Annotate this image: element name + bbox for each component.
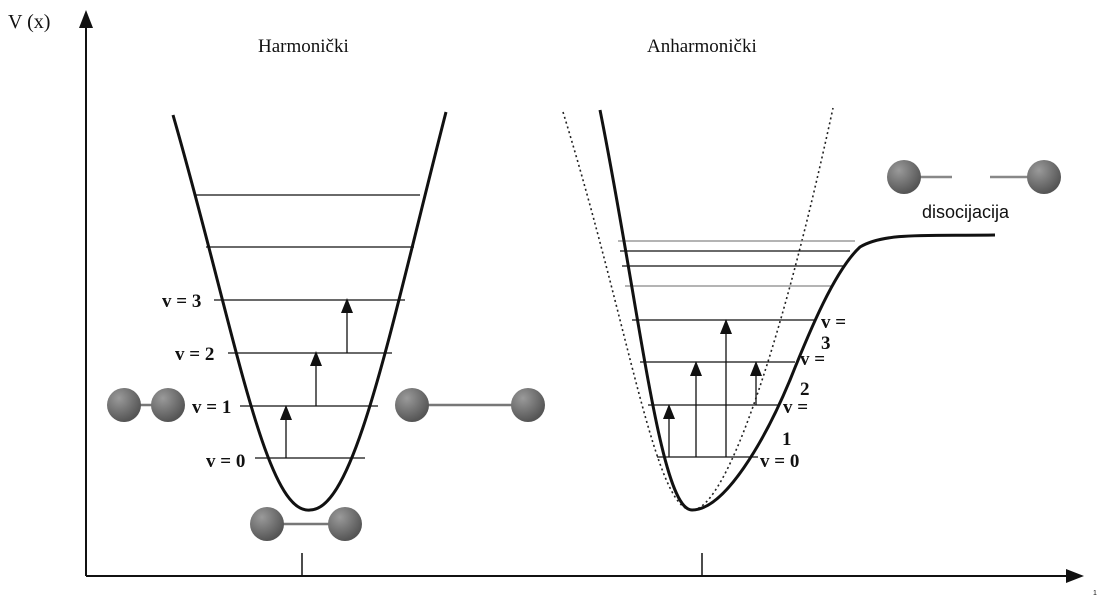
harmonic-level-label: v = 3 bbox=[162, 291, 202, 312]
anharmonic-level-label: v = bbox=[783, 397, 809, 418]
anharmonic-transition-arrow bbox=[750, 361, 762, 405]
corner-mark: 1 bbox=[1093, 590, 1097, 597]
harmonic-transition-arrow bbox=[310, 351, 322, 406]
anharmonic-potential-curve bbox=[598, 109, 996, 512]
molecule-compressed bbox=[107, 388, 185, 422]
y-axis-arrowhead bbox=[79, 10, 93, 28]
x-axis-arrowhead bbox=[1066, 569, 1084, 583]
harmonic-level-label: v = 2 bbox=[175, 344, 215, 365]
harmonic-level-label: v = 0 bbox=[206, 451, 246, 472]
molecule-dissociated bbox=[887, 160, 1061, 194]
anharmonic-transition-arrow bbox=[690, 361, 702, 457]
molecule-stretched bbox=[395, 388, 545, 422]
harmonic-title: Harmonički bbox=[258, 36, 349, 57]
harmonic-transition-arrow bbox=[280, 405, 292, 458]
dissociation-label: disocijacija bbox=[922, 202, 1010, 222]
harmonic-transition-arrow bbox=[341, 298, 353, 353]
anharmonic-title: Anharmonički bbox=[647, 36, 757, 57]
anharmonic-level-label: 3 bbox=[821, 333, 831, 354]
y-axis-label: V (x) bbox=[8, 11, 51, 33]
anharmonic-level-label: v = bbox=[800, 349, 826, 370]
anharmonic-level-label: 1 bbox=[782, 429, 792, 450]
harmonic-level-label: v = 1 bbox=[192, 397, 232, 418]
anharmonic-transition-arrow bbox=[663, 404, 675, 457]
anharmonic-level-label: 2 bbox=[800, 379, 810, 400]
anharmonic-transition-arrow bbox=[720, 319, 732, 457]
anharmonic-level-label: v = 0 bbox=[760, 451, 800, 472]
anharmonic-level-label: v = bbox=[821, 312, 847, 333]
molecule-equilibrium bbox=[250, 507, 362, 541]
harmonic-potential-curve bbox=[171, 111, 448, 512]
harmonic-reference-curve-dotted bbox=[562, 107, 834, 511]
